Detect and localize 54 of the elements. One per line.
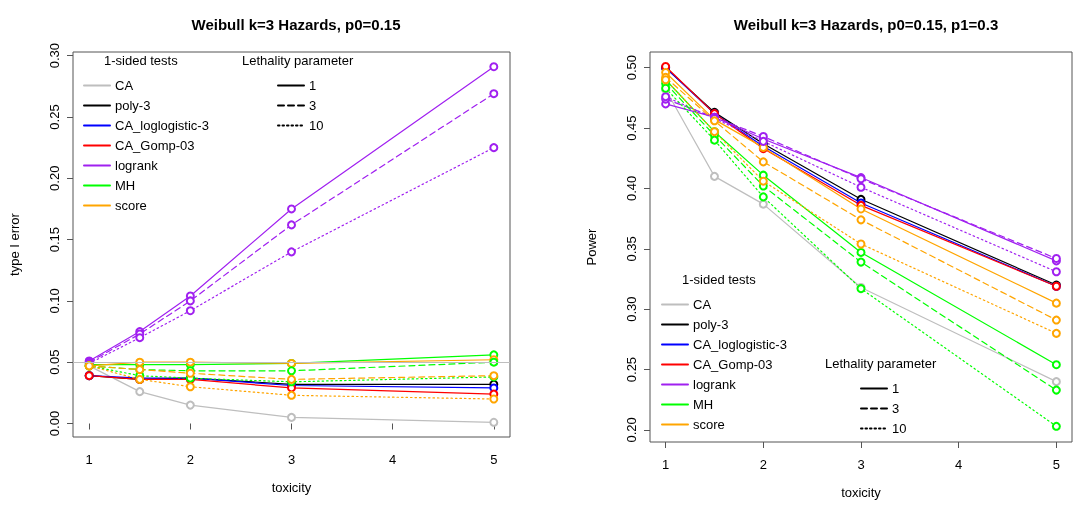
legend-label: CA_loglogistic-3 <box>693 337 787 352</box>
y-tick-label: 0.35 <box>624 236 639 262</box>
legend-label: score <box>693 417 725 432</box>
x-axis-title: toxicity <box>841 485 882 500</box>
x-tick-label: 2 <box>186 452 194 467</box>
y-tick-label: 0.30 <box>47 43 62 69</box>
y-tick-label: 0.05 <box>47 349 62 375</box>
x-tick-label: 5 <box>1052 457 1060 472</box>
x-tick-label: 1 <box>662 457 670 472</box>
x-tick-label: 3 <box>857 457 865 472</box>
legend-label: logrank <box>115 158 159 173</box>
y-tick-label: 0.45 <box>624 115 639 141</box>
x-tick-label: 3 <box>287 452 296 467</box>
legend-label: CA_Gomp-03 <box>115 138 195 153</box>
y-tick-label: 0.25 <box>47 104 62 130</box>
legend-title: 1-sided tests <box>682 272 757 287</box>
legend-label: poly-3 <box>115 98 151 113</box>
legend-label: MH <box>693 397 714 412</box>
legend-label: 1 <box>309 78 317 93</box>
legend-label: 10 <box>892 421 907 436</box>
legend-label: 3 <box>892 401 900 416</box>
y-tick-label: 0.20 <box>624 417 639 443</box>
legend-label: 10 <box>309 118 324 133</box>
y-tick-label: 0.40 <box>624 175 639 202</box>
x-tick-label: 5 <box>490 452 498 467</box>
x-tick-label: 4 <box>389 452 397 467</box>
y-tick-label: 0.10 <box>47 288 62 314</box>
legend-title: 1-sided tests <box>104 53 179 68</box>
annotation: Lethality parameter <box>242 53 354 68</box>
chart-title: Weibull k=3 Hazards, p0=0.15, p1=0.3 <box>733 16 999 33</box>
legend-label: CA <box>115 78 134 93</box>
legend-label: poly-3 <box>693 317 729 332</box>
legend-label: score <box>115 198 147 213</box>
y-axis-title: type I error <box>7 212 22 276</box>
chart-title: Weibull k=3 Hazards, p0=0.15 <box>191 16 401 33</box>
legend-label: CA_Gomp-03 <box>693 357 773 372</box>
y-tick-label: 0.00 <box>47 410 62 437</box>
legend-label: 1 <box>892 381 900 396</box>
y-axis-title: Power <box>584 227 599 266</box>
x-tick-label: 4 <box>955 457 963 472</box>
legend-label: 3 <box>309 98 317 113</box>
legend-label: CA_loglogistic-3 <box>115 118 209 133</box>
y-tick-label: 0.30 <box>624 296 639 322</box>
x-tick-label: 1 <box>85 452 93 467</box>
legend-label: CA <box>693 297 712 312</box>
y-tick-label: 0.15 <box>47 226 62 253</box>
x-axis-title: toxicity <box>271 480 312 495</box>
annotation: Lethality parameter <box>825 356 937 371</box>
y-tick-label: 0.50 <box>624 55 639 81</box>
legend-label: MH <box>115 178 136 193</box>
y-tick-label: 0.25 <box>624 356 639 383</box>
x-tick-label: 2 <box>759 457 767 472</box>
legend-label: logrank <box>693 377 737 392</box>
y-tick-label: 0.20 <box>47 165 62 191</box>
